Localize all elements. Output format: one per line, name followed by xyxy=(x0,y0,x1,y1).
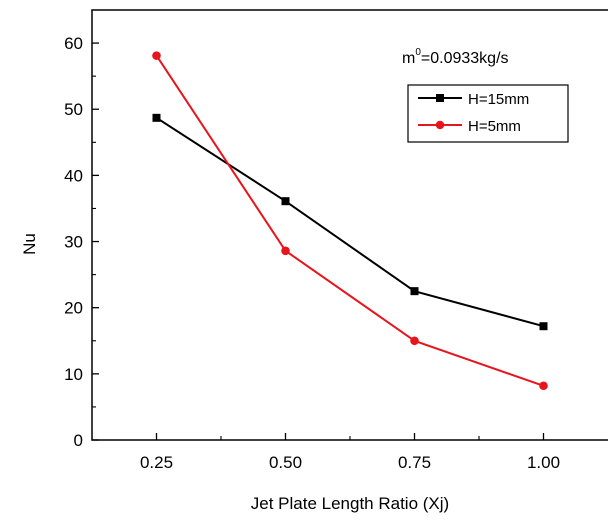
data-point-h5 xyxy=(152,51,161,60)
x-tick-label: 1.00 xyxy=(527,453,560,472)
y-axis-title: Nu xyxy=(20,233,39,255)
legend-marker-square xyxy=(436,94,444,102)
x-tick-label: 0.75 xyxy=(398,453,431,472)
data-point-h5 xyxy=(410,336,419,346)
y-tick-label: 50 xyxy=(64,100,83,119)
data-point-h15 xyxy=(410,287,419,296)
x-axis-title: Jet Plate Length Ratio (Xj) xyxy=(251,494,449,513)
data-point-h15 xyxy=(281,197,290,206)
plot-frame xyxy=(91,9,608,441)
annotation-superscript: 0 xyxy=(415,47,421,58)
y-tick-label: 60 xyxy=(64,34,83,53)
legend-label-h5: H=5mm xyxy=(468,118,521,135)
series-line-h5 xyxy=(155,55,544,387)
data-point-h5 xyxy=(281,246,290,256)
y-tick-label: 20 xyxy=(64,299,83,318)
series-line-h15 xyxy=(155,116,544,328)
legend: H=15mm H=5mm xyxy=(407,84,569,143)
data-point-h15 xyxy=(539,322,548,331)
x-tick-label: 0.50 xyxy=(269,453,302,472)
legend-label-h15: H=15mm xyxy=(468,91,529,108)
annotation-suffix: =0.0933kg/s xyxy=(421,50,509,67)
x-tick-label: 0.25 xyxy=(140,453,173,472)
legend-box xyxy=(407,84,569,143)
y-tick-label: 40 xyxy=(64,166,83,185)
axes-layer: 0 10 20 30 40 50 60 0.25 0.50 0.75 1.00 xyxy=(64,34,560,472)
annotation-prefix: m xyxy=(402,50,415,67)
data-point-h5 xyxy=(539,381,548,391)
y-tick-label: 30 xyxy=(64,233,83,252)
flow-rate-annotation: m0=0.0933kg/s xyxy=(402,47,509,67)
data-point-h15 xyxy=(152,113,161,122)
y-tick-label: 10 xyxy=(64,365,83,384)
legend-marker-circle xyxy=(435,120,445,130)
y-tick-label: 0 xyxy=(74,431,83,450)
series-layer xyxy=(152,51,548,391)
plot-area xyxy=(91,9,608,441)
